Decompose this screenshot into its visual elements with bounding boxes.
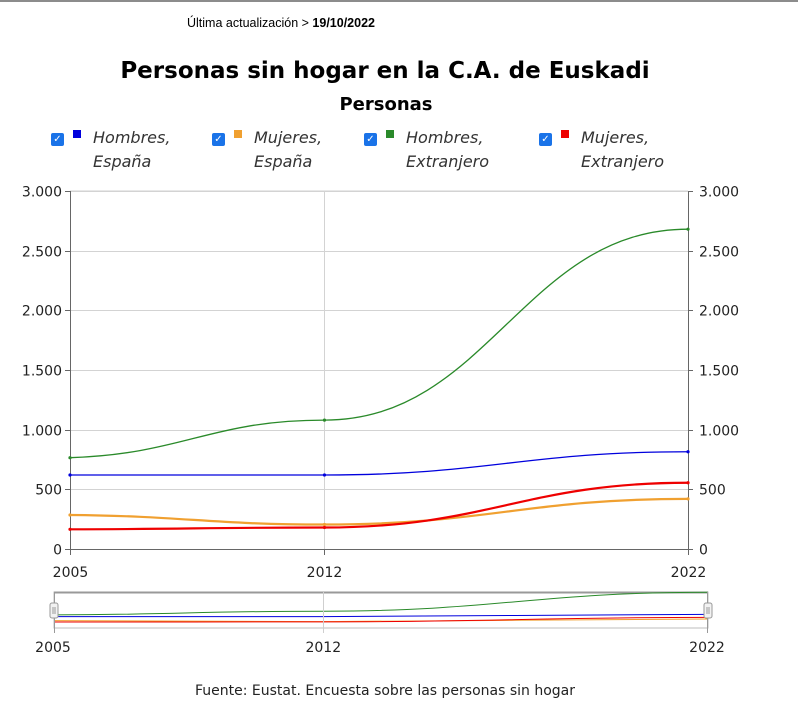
data-point xyxy=(68,527,72,531)
source-note: Fuente: Eustat. Encuesta sobre las perso… xyxy=(194,683,576,699)
legend-label: Mujeres, Extranjero xyxy=(581,128,665,171)
data-point xyxy=(686,497,690,501)
checkbox-icon[interactable]: ✓ xyxy=(212,133,225,146)
navigator-series-3 xyxy=(53,591,709,616)
navigator-x-label: 2012 xyxy=(305,640,341,656)
navigator-series-1 xyxy=(54,613,709,618)
checkbox-icon[interactable]: ✓ xyxy=(539,133,552,146)
data-point xyxy=(322,473,327,477)
data-point xyxy=(68,456,72,460)
chart-subtitle: Personas xyxy=(339,94,433,115)
chart-title: Personas sin hogar en la C.A. de Euskadi xyxy=(120,58,650,84)
y-tick-label-right: 2.000 xyxy=(699,304,739,320)
legend-swatch xyxy=(73,130,81,138)
data-point xyxy=(68,473,72,477)
y-tick-label-left: 1.500 xyxy=(22,364,62,380)
last-updated-label: Última actualización > xyxy=(187,16,309,30)
legend-label: Hombres, España xyxy=(93,128,171,171)
series-line-4 xyxy=(69,481,689,531)
legend-swatch xyxy=(561,130,569,138)
legend-label: Hombres, Extranjero xyxy=(406,128,490,171)
y-tick-label-right: 3.000 xyxy=(699,185,739,201)
x-tick-label: 2005 xyxy=(53,565,89,581)
navigator-x-label: 2022 xyxy=(689,640,725,656)
legend-label: Mujeres, España xyxy=(254,128,323,171)
navigator-x-label: 2005 xyxy=(35,640,71,656)
last-updated-date: 19/10/2022 xyxy=(312,16,375,30)
y-tick-label-left: 1.000 xyxy=(22,424,62,440)
legend-swatch xyxy=(386,130,394,138)
checkbox-icon[interactable]: ✓ xyxy=(364,133,377,146)
y-tick-label-left: 0 xyxy=(53,543,62,559)
legend-item-hombres-espana[interactable]: ✓ Hombres, España xyxy=(51,126,189,174)
y-tick-label-right: 1.000 xyxy=(699,424,739,440)
y-tick-label-right: 500 xyxy=(699,483,726,499)
x-tick-label: 2022 xyxy=(671,565,707,581)
y-tick-label-right: 2.500 xyxy=(699,245,739,261)
data-point xyxy=(686,227,690,231)
data-point xyxy=(322,522,327,527)
data-point xyxy=(322,525,327,530)
data-point xyxy=(686,481,690,485)
data-point xyxy=(68,513,72,517)
y-tick-label-right: 0 xyxy=(699,543,708,559)
checkbox-icon[interactable]: ✓ xyxy=(51,133,64,146)
y-tick-label-right: 1.500 xyxy=(699,364,739,380)
series-line-3 xyxy=(69,228,689,459)
data-point xyxy=(686,450,690,454)
navigator-handle-right[interactable] xyxy=(703,602,713,619)
navigator-handle-left[interactable] xyxy=(49,602,59,619)
last-updated: Última actualización > 19/10/2022 xyxy=(187,16,375,30)
legend-swatch xyxy=(234,130,242,138)
series-line-1 xyxy=(70,451,689,476)
legend-item-mujeres-extranjero[interactable]: ✓ Mujeres, Extranjero xyxy=(539,126,677,174)
series-line-2 xyxy=(69,497,689,526)
y-tick-label-left: 2.500 xyxy=(22,245,62,261)
legend-item-mujeres-espana[interactable]: ✓ Mujeres, España xyxy=(212,126,350,174)
legend-item-hombres-extranjero[interactable]: ✓ Hombres, Extranjero xyxy=(364,126,502,174)
y-tick-label-left: 500 xyxy=(35,483,62,499)
y-tick-label-left: 3.000 xyxy=(22,185,62,201)
x-tick-label: 2012 xyxy=(307,565,343,581)
navigator-series-4 xyxy=(53,616,709,623)
y-tick-label-left: 2.000 xyxy=(22,304,62,320)
data-point xyxy=(322,418,327,422)
top-border xyxy=(0,0,798,2)
